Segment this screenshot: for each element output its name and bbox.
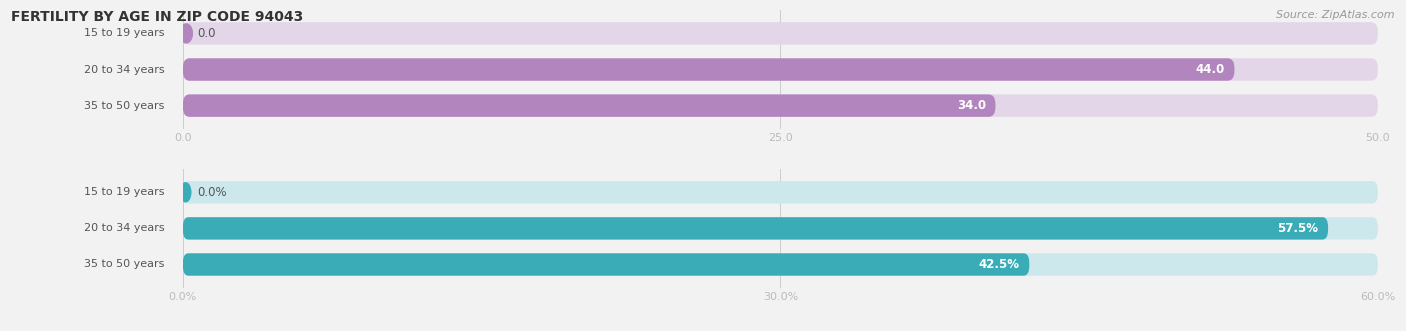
Text: 15 to 19 years: 15 to 19 years [84,187,165,197]
Text: 34.0: 34.0 [956,99,986,112]
FancyBboxPatch shape [183,217,1329,240]
Text: 15 to 19 years: 15 to 19 years [84,28,165,38]
Text: 20 to 34 years: 20 to 34 years [84,223,165,233]
Text: 20 to 34 years: 20 to 34 years [84,65,165,74]
Text: 0.0: 0.0 [197,27,215,40]
FancyBboxPatch shape [183,22,1378,45]
Circle shape [180,183,191,202]
Circle shape [180,24,193,43]
FancyBboxPatch shape [183,181,1378,204]
FancyBboxPatch shape [183,94,1378,117]
Text: 35 to 50 years: 35 to 50 years [84,260,165,269]
Text: FERTILITY BY AGE IN ZIP CODE 94043: FERTILITY BY AGE IN ZIP CODE 94043 [11,10,304,24]
FancyBboxPatch shape [183,94,995,117]
Text: 35 to 50 years: 35 to 50 years [84,101,165,111]
FancyBboxPatch shape [183,58,1234,81]
Text: 57.5%: 57.5% [1278,222,1319,235]
FancyBboxPatch shape [183,253,1378,276]
Text: 0.0%: 0.0% [197,186,226,199]
FancyBboxPatch shape [183,217,1378,240]
FancyBboxPatch shape [183,58,1378,81]
Text: 44.0: 44.0 [1195,63,1225,76]
Text: Source: ZipAtlas.com: Source: ZipAtlas.com [1277,10,1395,20]
Text: 42.5%: 42.5% [979,258,1019,271]
FancyBboxPatch shape [183,253,1029,276]
